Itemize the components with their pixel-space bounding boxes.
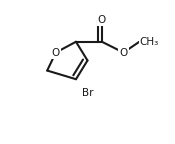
Text: CH₃: CH₃	[139, 37, 159, 47]
Text: O: O	[98, 15, 106, 25]
Text: O: O	[119, 48, 128, 58]
Text: Br: Br	[82, 88, 93, 98]
Text: O: O	[52, 48, 60, 58]
